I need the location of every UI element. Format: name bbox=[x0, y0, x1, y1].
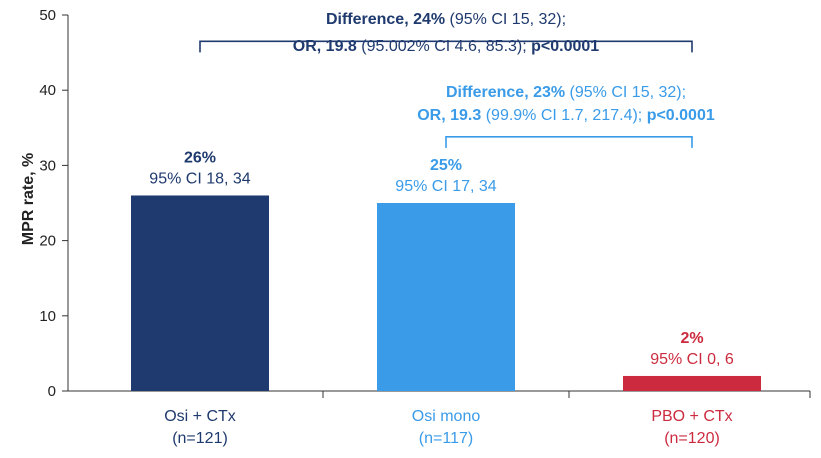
comparison-bracket bbox=[445, 136, 693, 148]
annotation-segment: (99.9% CI 1.7, 217.4); bbox=[481, 107, 646, 124]
bar-value-label: 25% bbox=[430, 157, 462, 174]
bar bbox=[131, 195, 269, 391]
comparison-annotation-line1: Difference, 23% (95% CI 15, 32); bbox=[446, 84, 686, 101]
bars bbox=[131, 195, 761, 391]
x-category-label: Osi mono bbox=[412, 408, 481, 425]
annotation-segment: (95% CI 15, 32); bbox=[445, 11, 566, 28]
x-category-n: (n=121) bbox=[172, 430, 228, 447]
bar-ci-label: 95% CI 18, 34 bbox=[149, 170, 251, 187]
y-tick-label: 50 bbox=[39, 7, 56, 24]
annotation-segment: (95% CI 15, 32); bbox=[565, 84, 686, 101]
comparison-bracket bbox=[199, 40, 693, 53]
y-tick-label: 0 bbox=[48, 383, 56, 400]
y-tick-label: 20 bbox=[39, 233, 56, 250]
bar bbox=[377, 203, 515, 391]
y-tick-label: 30 bbox=[39, 157, 56, 174]
annotation-segment: p<0.0001 bbox=[531, 38, 599, 55]
x-category-n: (n=120) bbox=[664, 430, 720, 447]
annotation-segment: Difference, 24% bbox=[326, 11, 445, 28]
bar-value-label: 26% bbox=[184, 149, 216, 166]
annotation-segment: Difference, 23% bbox=[446, 84, 565, 101]
comparison-annotation-line2: OR, 19.8 (95.002% CI 4.6, 85.3); p<0.000… bbox=[293, 38, 600, 55]
y-tick-label: 40 bbox=[39, 82, 56, 99]
x-category-label: PBO + CTx bbox=[651, 408, 732, 425]
annotation-segment: p<0.0001 bbox=[647, 107, 715, 124]
annotation-segment: OR, 19.8 bbox=[293, 38, 357, 55]
bar-labels: 26% 95% CI 18, 34 Osi + CTx (n=121) 25% 95% C… bbox=[149, 149, 734, 447]
annotation-segment: (95.002% CI 4.6, 85.3); bbox=[357, 38, 531, 55]
bar-value-label: 2% bbox=[680, 330, 703, 347]
bar bbox=[623, 375, 761, 391]
bar-ci-label: 95% CI 0, 6 bbox=[650, 351, 734, 368]
annotation-segment: OR, 19.3 bbox=[417, 107, 481, 124]
comparison-annotation-line2: OR, 19.3 (99.9% CI 1.7, 217.4); p<0.0001 bbox=[417, 107, 715, 124]
comparison-annotation-line1: Difference, 24% (95% CI 15, 32); bbox=[326, 11, 566, 28]
bar-ci-label: 95% CI 17, 34 bbox=[395, 178, 497, 195]
comparison-brackets: Difference, 24% (95% CI 15, 32); OR, 19.8… bbox=[199, 11, 715, 148]
y-tick-label: 10 bbox=[39, 308, 56, 325]
y-axis-title: MPR rate, % bbox=[20, 153, 37, 245]
x-category-label: Osi + CTx bbox=[164, 408, 236, 425]
x-category-n: (n=117) bbox=[419, 430, 473, 447]
